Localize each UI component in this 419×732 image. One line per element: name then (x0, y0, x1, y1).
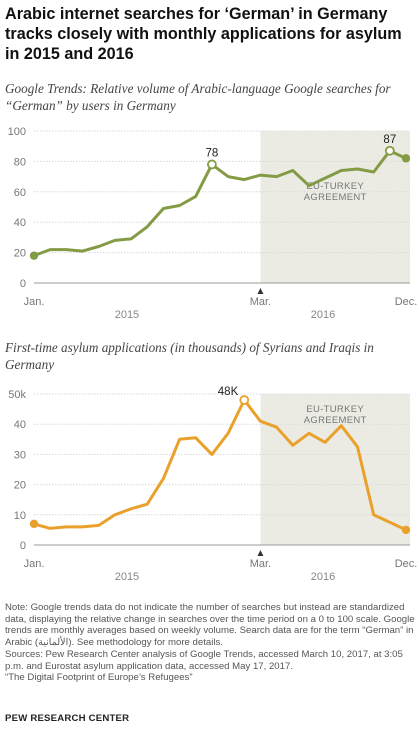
pew-logo-text: PEW RESEARCH CENTER (5, 713, 130, 724)
data-point (384, 145, 395, 156)
x-tick-label: Dec. (395, 296, 418, 308)
y-tick-label: 80 (14, 156, 26, 168)
chart2-subtitle: First-time asylum applications (in thous… (5, 340, 374, 372)
data-point (401, 154, 411, 163)
report-title: “The Digital Footprint of Europe’s Refug… (5, 672, 193, 684)
shaded-region-label: EU-TURKEY (306, 404, 364, 415)
y-tick-label: 10 (14, 510, 26, 522)
x-tick-label: Jan. (24, 296, 45, 308)
x-tick-label: Mar. (250, 296, 271, 308)
shaded-region-label: AGREEMENT (304, 415, 367, 426)
y-tick-label: 60 (14, 187, 26, 199)
period-label: 2016 (311, 571, 335, 583)
data-label: 48K (218, 386, 239, 398)
x-tick-label: Jan. (24, 558, 45, 570)
y-tick-label: 20 (14, 248, 26, 260)
y-tick-label: 40 (14, 419, 26, 431)
footnote: Note: Google trends data do not indicate… (5, 602, 417, 684)
x-tick-label: Dec. (395, 558, 418, 570)
shaded-region-label: EU-TURKEY (306, 181, 364, 192)
y-tick-label: 30 (14, 449, 26, 461)
y-tick-label: 50k (8, 389, 26, 401)
sources-text: Sources: Pew Research Center analysis of… (5, 648, 403, 672)
series-line (32, 398, 408, 532)
y-tick-label: 0 (20, 540, 26, 552)
period-label: 2016 (311, 309, 335, 321)
data-point (239, 395, 250, 405)
y-tick-label: 100 (8, 126, 26, 138)
shaded-region-label: AGREEMENT (304, 192, 367, 203)
agreement-marker-icon (257, 288, 264, 294)
period-label: 2015 (115, 571, 139, 583)
data-point (207, 159, 217, 170)
data-label: 78 (206, 147, 219, 159)
agreement-marker-icon (257, 550, 264, 556)
chart1-subtitle: Google Trends: Relative volume of Arabic… (5, 81, 391, 113)
y-tick-label: 40 (14, 217, 26, 229)
footnote-text: Note: Google trends data do not indicate… (5, 602, 415, 649)
chart-title: Arabic internet searches for ‘German’ in… (5, 5, 402, 63)
series-line (32, 149, 408, 258)
x-tick-label: Mar. (250, 558, 271, 570)
y-tick-label: 20 (14, 480, 26, 492)
y-tick-label: 0 (20, 278, 26, 290)
data-label: 87 (383, 134, 396, 146)
period-label: 2015 (115, 309, 139, 321)
data-point (29, 519, 39, 529)
data-point (401, 525, 411, 535)
data-point (29, 251, 39, 260)
